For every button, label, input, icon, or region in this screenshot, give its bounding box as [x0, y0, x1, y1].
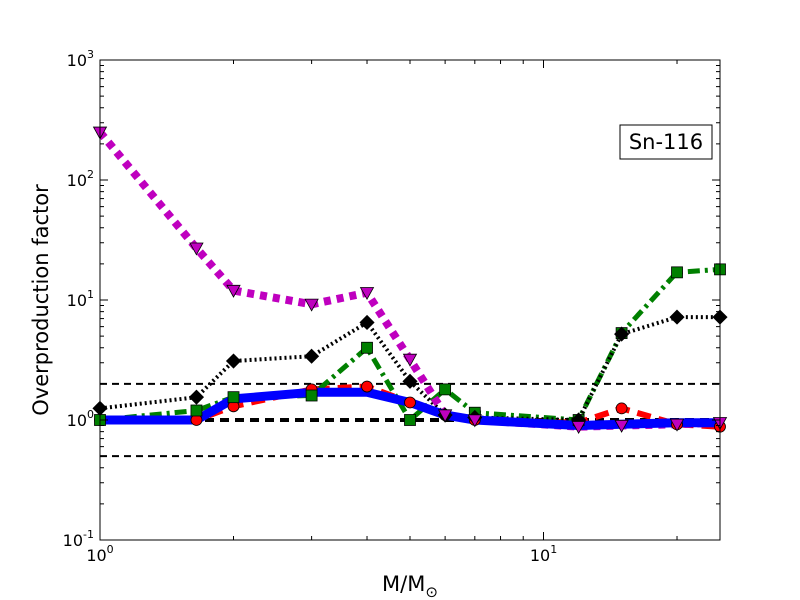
series-lines [100, 129, 720, 431]
plot-background [100, 60, 720, 540]
series-1-point-3 [305, 389, 318, 402]
axis-ticks [99, 59, 720, 541]
series-markers [92, 126, 728, 434]
series-2-point-5 [402, 373, 418, 389]
series-1-point-5 [404, 414, 416, 426]
series-0-point-4 [361, 380, 373, 393]
series-3-point-10 [669, 418, 685, 432]
x-tick-label-1: 101 [530, 543, 557, 565]
series-1-point-4 [361, 341, 373, 354]
series-2-point-3 [304, 348, 320, 364]
series-2-point-9 [614, 326, 630, 342]
series-1-point-2 [227, 391, 240, 404]
series-2-point-4 [359, 314, 375, 331]
x-axis-title: M/M⊙ [382, 572, 438, 600]
y-tick-label-4: 103 [67, 48, 94, 70]
series-line-3 [100, 129, 720, 431]
series-3-point-6 [437, 409, 453, 423]
series-3-point-2 [226, 284, 241, 298]
series-line-2 [100, 315, 720, 422]
series-3-point-7 [467, 414, 482, 428]
y-tick-label-3: 102 [67, 168, 94, 190]
series-2-point-10 [669, 309, 685, 325]
series-0-point-9 [615, 402, 628, 415]
series-0-point-5 [404, 396, 416, 409]
series-1-point-6 [439, 383, 452, 396]
series-3-point-5 [402, 353, 418, 367]
annotation-label: Sn-116 [629, 130, 703, 154]
series-2-point-2 [225, 353, 242, 369]
series-2-point-1 [188, 389, 205, 405]
annotation-frame [619, 124, 713, 160]
y-tick-label-1: 100 [67, 408, 94, 430]
series-3-point-9 [614, 419, 629, 433]
x-tick-label-0: 100 [86, 543, 113, 565]
annotation-box: Sn-116 [619, 124, 713, 160]
y-axis-title: Overproduction factor [29, 184, 53, 416]
y-tick-label-0: 10-1 [63, 528, 94, 550]
series-3-point-1 [189, 242, 204, 256]
series-3-point-4 [359, 287, 375, 301]
y-tick-label-2: 101 [67, 288, 94, 310]
series-3-point-8 [571, 421, 586, 434]
series-line-4 [100, 387, 720, 430]
series-1-point-10 [671, 266, 683, 279]
series-1-point-1 [190, 404, 203, 417]
series-3-point-3 [304, 298, 319, 312]
